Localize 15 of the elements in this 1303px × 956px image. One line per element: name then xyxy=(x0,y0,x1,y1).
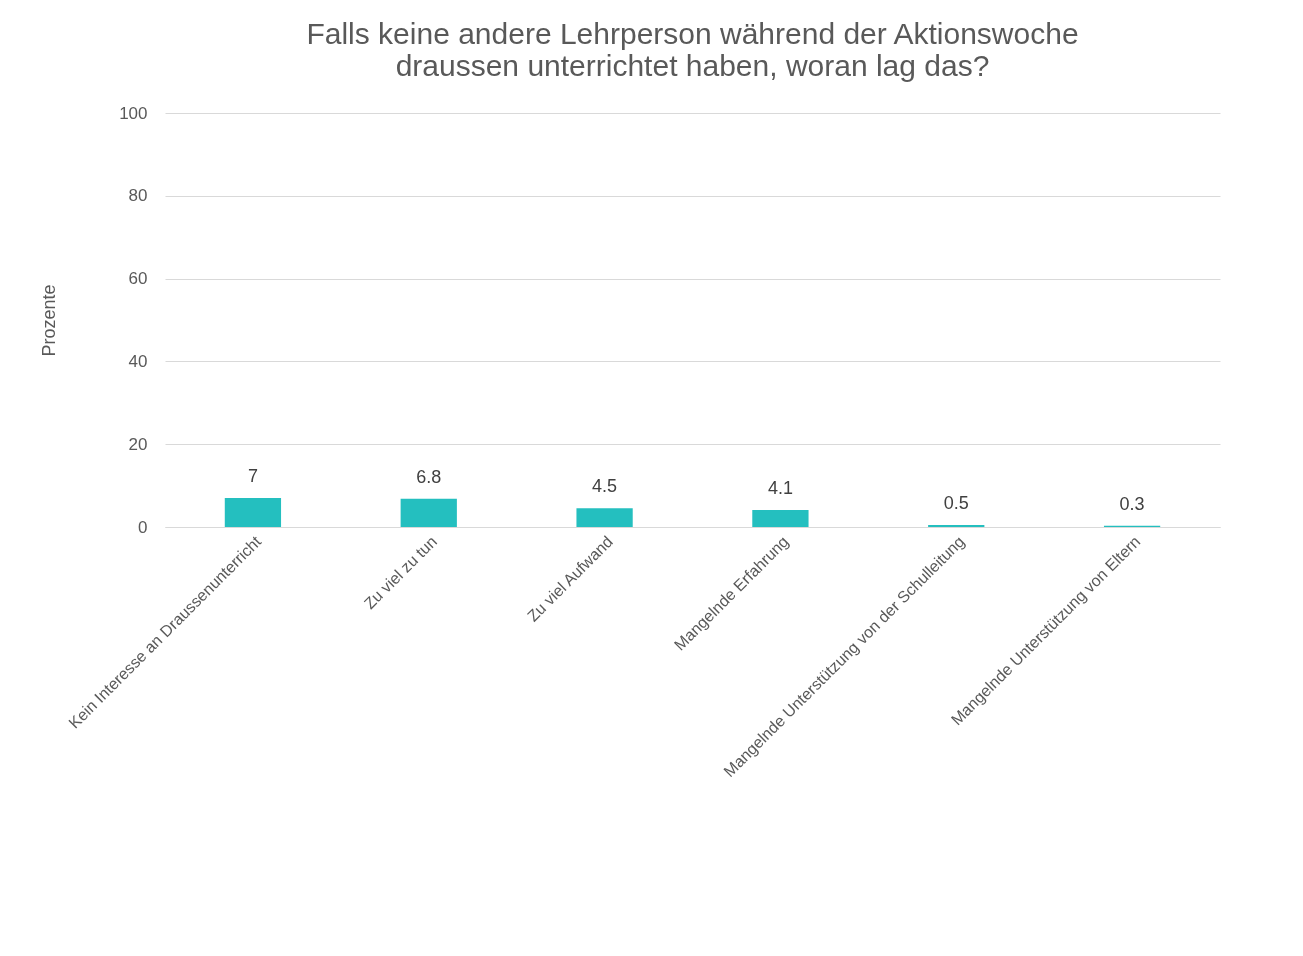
y-tick-label: 40 xyxy=(128,351,148,371)
y-tick-label: 80 xyxy=(128,186,148,206)
y-tick-label: 60 xyxy=(128,269,148,289)
data-label: 6.8 xyxy=(416,466,442,487)
y-tick-label: 20 xyxy=(128,434,148,454)
y-axis-title: Prozente xyxy=(39,284,60,357)
data-label: 7 xyxy=(247,466,258,487)
data-label: 4.1 xyxy=(767,478,793,499)
y-tick-label: 0 xyxy=(138,517,148,537)
data-label: 0.5 xyxy=(943,492,969,513)
x-tick-label: Zu viel zu tun xyxy=(360,532,441,613)
data-label: 4.5 xyxy=(592,476,618,497)
data-label: 0.3 xyxy=(1119,493,1145,514)
y-tick-label: 100 xyxy=(119,103,148,123)
chart-title: Falls keine andere Lehrperson während der Aktionswoche draussen unterrichtet haben, woran lag das? xyxy=(306,17,1079,82)
